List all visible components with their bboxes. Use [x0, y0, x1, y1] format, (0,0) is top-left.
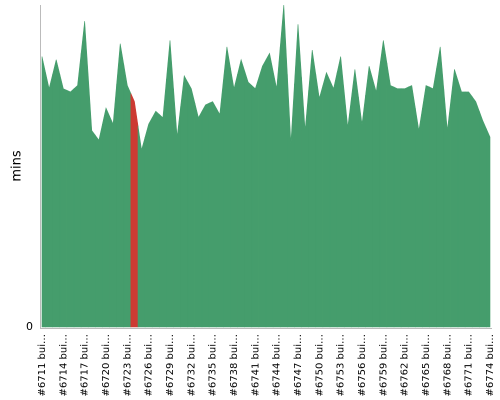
area-slice	[66, 88, 75, 328]
area-slice	[41, 56, 46, 328]
y-axis-label: mins	[10, 150, 25, 182]
x-tick-label: #6762 bui…	[400, 334, 411, 396]
area-slice	[73, 53, 82, 328]
area-slice	[315, 74, 324, 328]
area-slice	[287, 74, 295, 328]
area-slice	[415, 107, 423, 328]
area-slice	[52, 59, 61, 328]
area-slice	[365, 66, 373, 328]
area-slice	[137, 125, 146, 328]
area-slice	[336, 56, 345, 328]
area-slice	[187, 82, 196, 328]
area-slice	[258, 59, 267, 328]
area-slice	[45, 72, 53, 328]
area-slice	[386, 62, 395, 328]
x-tick-label: #6771 bui…	[464, 334, 475, 396]
x-tick-label: #6747 bui…	[293, 334, 304, 396]
area-slice	[244, 70, 253, 328]
area-slice	[80, 21, 89, 328]
x-tick-label: #6744 bui…	[272, 334, 283, 396]
area-slice	[201, 102, 210, 328]
x-tick-label: #6711 bui…	[37, 334, 48, 396]
x-tick-label: #6714 bui…	[58, 334, 69, 396]
area-slice	[173, 88, 181, 328]
area-slice	[144, 117, 153, 328]
area-slice	[251, 77, 260, 328]
area-slice	[422, 85, 430, 328]
x-tick-label: #6720 bui…	[101, 334, 112, 396]
area-slice	[95, 124, 103, 328]
area-slice	[159, 79, 167, 328]
area-slice	[372, 66, 381, 328]
area-slice	[443, 88, 452, 328]
area-slice	[400, 86, 409, 328]
area-slice	[208, 101, 217, 328]
area-slice	[237, 58, 245, 328]
area-slice	[166, 40, 174, 328]
x-tick-label: #6753 bui…	[336, 334, 347, 396]
area-slice	[457, 80, 466, 328]
x-tick-label: #6765 bui…	[421, 334, 432, 396]
x-tick-label: #6741 bui…	[250, 334, 261, 396]
area-slice	[450, 69, 459, 328]
area-slice	[351, 69, 359, 328]
area-slice	[116, 43, 125, 328]
x-tick-label: #6750 bui…	[314, 334, 325, 396]
area-slice	[464, 91, 473, 328]
area-slice	[272, 46, 281, 328]
area-slice	[322, 71, 331, 328]
area-slice	[151, 110, 160, 328]
area-slice	[194, 103, 203, 328]
area-slice	[436, 46, 445, 328]
area-slice	[102, 107, 110, 328]
area-slice	[379, 40, 388, 328]
area-slice	[329, 72, 338, 328]
area-slice	[265, 52, 274, 328]
area-slice	[471, 95, 480, 328]
x-tick-label: #6768 bui…	[442, 334, 453, 396]
area-slice	[279, 4, 288, 328]
area-slice	[109, 83, 117, 328]
area-slice	[407, 85, 416, 328]
x-tick-label: #6774 bui…	[485, 334, 496, 396]
area-slice	[87, 75, 96, 328]
area-slice	[294, 24, 302, 328]
x-tick-label: #6759 bui…	[378, 334, 389, 396]
area-slice	[393, 86, 402, 328]
x-tick-label: #6729 bui…	[165, 334, 176, 396]
x-tick-label: #6735 bui…	[208, 334, 219, 396]
x-tick-label: #6717 bui…	[80, 334, 91, 396]
area-slice	[223, 46, 231, 328]
area-slice	[343, 91, 352, 328]
area-slice	[130, 93, 139, 328]
area-slice	[301, 77, 309, 328]
area-slice	[59, 74, 68, 328]
area-slice	[308, 50, 317, 328]
x-tick-label: #6723 bui…	[122, 334, 133, 396]
x-tick-label: #6726 bui…	[144, 334, 155, 396]
area-slice	[479, 111, 487, 328]
area-slice	[180, 74, 189, 328]
area-slice	[123, 64, 132, 328]
y-tick-label: 0	[26, 320, 33, 333]
x-tick-label: #6732 bui…	[186, 334, 197, 396]
x-tick-label: #6738 bui…	[229, 334, 240, 396]
area-slice	[358, 95, 366, 328]
x-tick-label: #6756 bui…	[357, 334, 368, 396]
area-slice	[486, 128, 491, 328]
area-slice	[230, 67, 238, 328]
area-slice	[215, 80, 224, 328]
area-slice	[429, 67, 437, 328]
